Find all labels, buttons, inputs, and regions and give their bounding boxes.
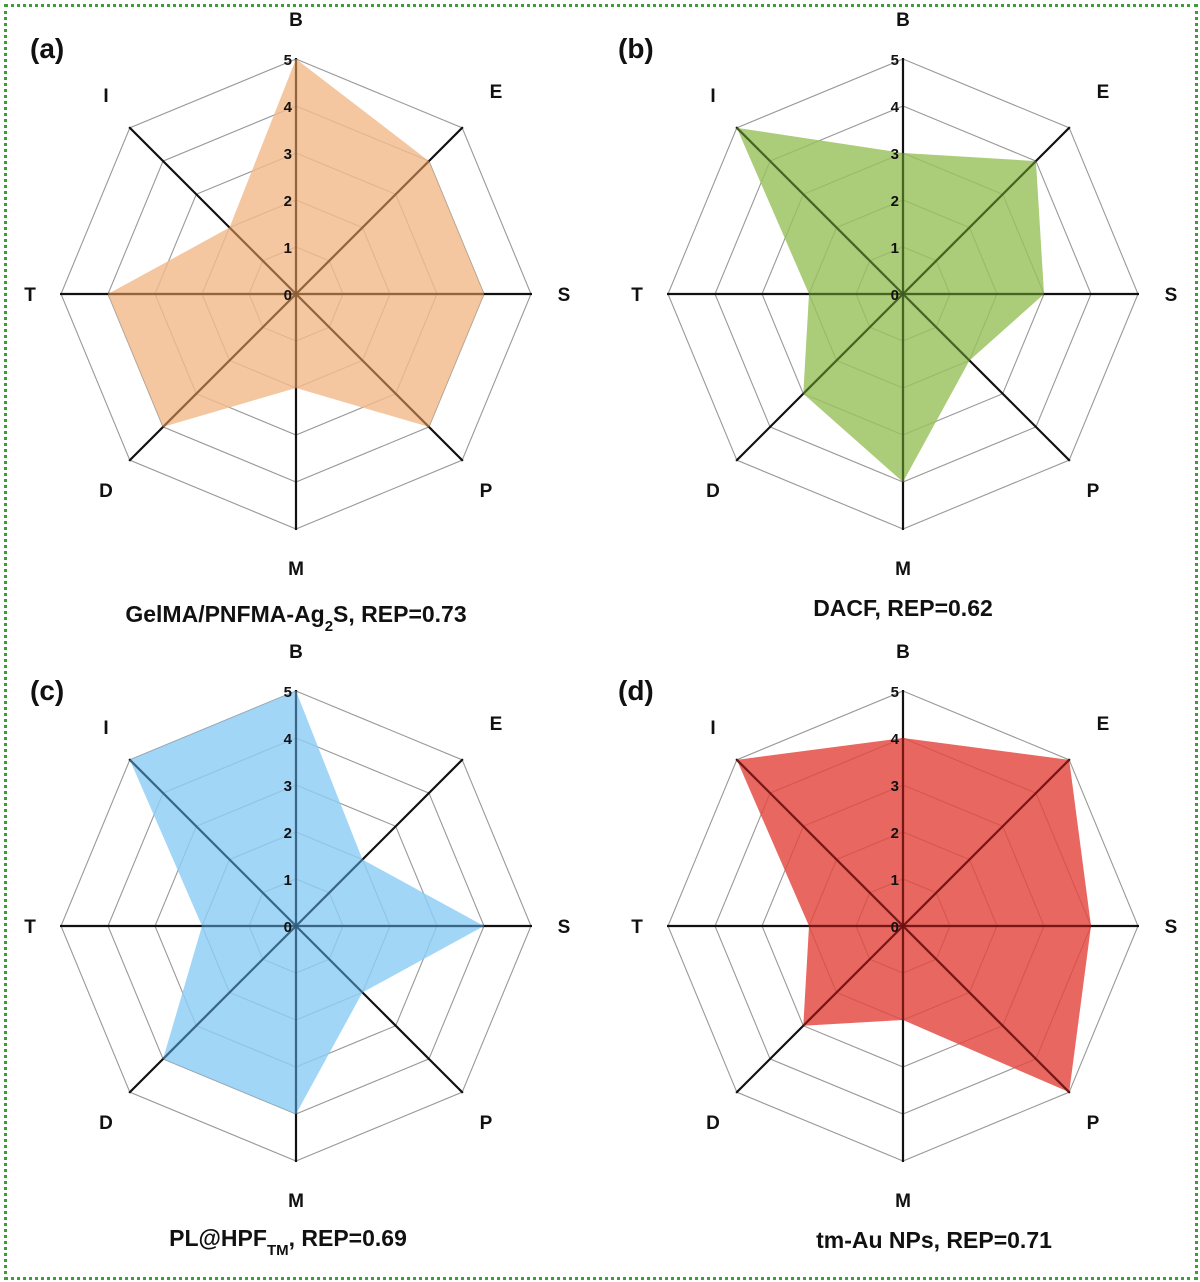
tick-label: 0: [891, 919, 899, 936]
tick-label: 3: [284, 146, 292, 163]
axis-label-E: E: [490, 714, 503, 735]
axis-label-P: P: [1087, 1113, 1100, 1134]
axis-label-B: B: [896, 10, 910, 31]
axis-label-I: I: [710, 86, 715, 107]
tick-label: 5: [891, 52, 899, 69]
data-spoke-I: [736, 127, 904, 295]
caption-subscript: TM: [267, 1242, 289, 1259]
axis-label-D: D: [706, 1113, 720, 1134]
axis-label-B: B: [896, 642, 910, 663]
caption-main: PL@HPF: [169, 1225, 267, 1251]
axis-label-S: S: [558, 917, 571, 938]
data-spoke-D: [162, 925, 297, 1060]
data-spoke-D: [802, 925, 904, 1027]
data-spoke-P: [295, 293, 430, 428]
axis-label-D: D: [99, 481, 113, 502]
axis-label-T: T: [24, 917, 36, 938]
data-spoke-P: [902, 925, 1070, 1093]
tick-label: 1: [891, 240, 899, 257]
axis-label-I: I: [710, 718, 715, 739]
tick-label: 4: [284, 99, 293, 116]
axis-label-E: E: [1097, 82, 1110, 103]
data-spoke-D: [162, 293, 297, 428]
data-spoke-P: [902, 293, 971, 362]
radar-chart-c: 0 1 2 3 4 5 B E S P M D T I (c) PL@HPFTM, REP=0.69: [24, 642, 570, 1259]
axis-label-M: M: [895, 559, 911, 580]
data-spoke-I: [736, 759, 904, 927]
tick-label: 3: [891, 778, 899, 795]
axis-label-M: M: [288, 1191, 304, 1212]
axis-label-M: M: [895, 1191, 911, 1212]
data-spoke-E: [902, 759, 1070, 927]
radar-chart-d: 0 1 2 3 4 5 B E S P M D T I (d) tm-Au NPs, REP=0.71: [618, 642, 1177, 1253]
tick-label: 0: [284, 919, 292, 936]
axis-label-I: I: [103, 86, 108, 107]
panel-label: (a): [30, 33, 64, 64]
panel-label: (b): [618, 33, 654, 64]
data-spoke-E: [902, 160, 1037, 295]
tick-label: 5: [284, 52, 292, 69]
chart-caption: DACF, REP=0.62: [813, 595, 993, 621]
data-area: [736, 127, 1044, 483]
tick-label: 3: [284, 778, 292, 795]
tick-label: 5: [284, 684, 292, 701]
tick-label: 2: [284, 825, 292, 842]
axis-label-P: P: [480, 1113, 493, 1134]
tick-label: 4: [891, 731, 900, 748]
axis-label-S: S: [1165, 285, 1178, 306]
axis-label-I: I: [103, 718, 108, 739]
axis-label-E: E: [490, 82, 503, 103]
tick-label: 2: [284, 193, 292, 210]
tick-label: 1: [284, 872, 292, 889]
caption-subscript: 2: [325, 618, 333, 635]
tick-label: 1: [284, 240, 292, 257]
tick-label: 2: [891, 193, 899, 210]
tick-label: 0: [284, 287, 292, 304]
axis-label-S: S: [1165, 917, 1178, 938]
radar-chart-b: 0 1 2 3 4 5 B E S P M D T I (b) DACF, REP=0.62: [618, 10, 1177, 621]
chart-caption: PL@HPFTM, REP=0.69: [169, 1225, 407, 1259]
data-spoke-E: [295, 858, 364, 927]
axis-label-S: S: [558, 285, 571, 306]
axis-label-D: D: [706, 481, 720, 502]
caption-main: GelMA/PNFMA-Ag: [125, 601, 324, 627]
tick-label: 0: [891, 287, 899, 304]
panel-label: (d): [618, 675, 654, 706]
axis-label-M: M: [288, 559, 304, 580]
tick-label: 4: [891, 99, 900, 116]
caption-main: tm-Au NPs, REP=0.71: [816, 1227, 1052, 1253]
data-spoke-I: [129, 759, 297, 927]
data-spoke-E: [295, 160, 430, 295]
caption-main: DACF, REP=0.62: [813, 595, 993, 621]
axis-label-B: B: [289, 10, 303, 31]
panel-label: (c): [30, 675, 64, 706]
data-spoke-D: [802, 293, 904, 395]
axis-label-P: P: [480, 481, 493, 502]
tick-label: 2: [891, 825, 899, 842]
data-spoke-P: [295, 925, 364, 994]
caption-tail: S, REP=0.73: [333, 601, 467, 627]
tick-label: 4: [284, 731, 293, 748]
axis-label-T: T: [631, 285, 643, 306]
chart-caption: GelMA/PNFMA-Ag2S, REP=0.73: [125, 601, 466, 635]
tick-label: 3: [891, 146, 899, 163]
data-area: [129, 691, 485, 1114]
figure-border: [4, 4, 1198, 1280]
tick-label: 1: [891, 872, 899, 889]
axis-label-D: D: [99, 1113, 113, 1134]
tick-label: 5: [891, 684, 899, 701]
axis-label-T: T: [24, 285, 36, 306]
chart-caption: tm-Au NPs, REP=0.71: [816, 1227, 1052, 1253]
axis-label-P: P: [1087, 481, 1100, 502]
axis-label-T: T: [631, 917, 643, 938]
data-spoke-I: [228, 226, 297, 295]
caption-tail: , REP=0.69: [289, 1225, 407, 1251]
axis-label-B: B: [289, 642, 303, 663]
axis-label-E: E: [1097, 714, 1110, 735]
